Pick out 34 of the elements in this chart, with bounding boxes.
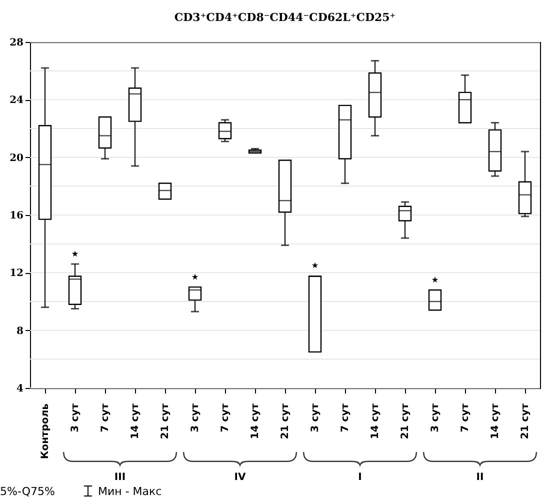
y-tick-label: 24 xyxy=(10,95,24,106)
y-tick-label: 16 xyxy=(10,210,24,222)
x-tick-label: 7 сут xyxy=(220,403,231,432)
x-tick-label: 21 сут xyxy=(160,403,171,440)
chart-title: CD3⁺CD4⁺CD8⁻CD44⁻CD62L⁺CD25⁺ xyxy=(174,11,396,24)
x-tick-label: 7 сут xyxy=(460,403,471,432)
text: IV xyxy=(234,472,246,483)
x-tick-label: 14 сут xyxy=(490,403,501,440)
y-tick-label: 12 xyxy=(10,268,24,280)
x-tick-label: 7 сут xyxy=(340,403,351,432)
y-tick-label: 20 xyxy=(10,152,24,164)
x-tick-label: 14 сут xyxy=(370,403,381,440)
x-tick-label: 3 сут xyxy=(430,403,441,432)
point xyxy=(72,250,78,257)
x-tick-label: 3 сут xyxy=(190,403,201,432)
point xyxy=(192,274,198,280)
text: 5%-Q75% xyxy=(0,485,55,498)
text: Мин - Макс xyxy=(98,485,162,498)
x-tick-label: 21 сут xyxy=(400,403,411,440)
y-tick-label: 4 xyxy=(16,384,24,394)
x-tick-label: 14 сут xyxy=(250,403,261,440)
x-tick-label: 21 сут xyxy=(520,403,531,440)
text: III xyxy=(114,472,126,483)
x-tick-label: 14 сут xyxy=(130,403,141,440)
x-tick-label: 7 сут xyxy=(100,403,111,432)
point xyxy=(312,262,318,268)
x-tick-label: Контроль xyxy=(40,404,51,459)
text: II xyxy=(476,472,484,483)
y-tick-label: 8 xyxy=(16,326,24,337)
x-tick-label: 3 сут xyxy=(310,403,321,432)
x-tick-label: 21 сут xyxy=(280,403,291,440)
x-tick-label: 3 сут xyxy=(70,403,81,432)
y-tick-label: 28 xyxy=(10,38,24,48)
text: I xyxy=(358,472,362,483)
